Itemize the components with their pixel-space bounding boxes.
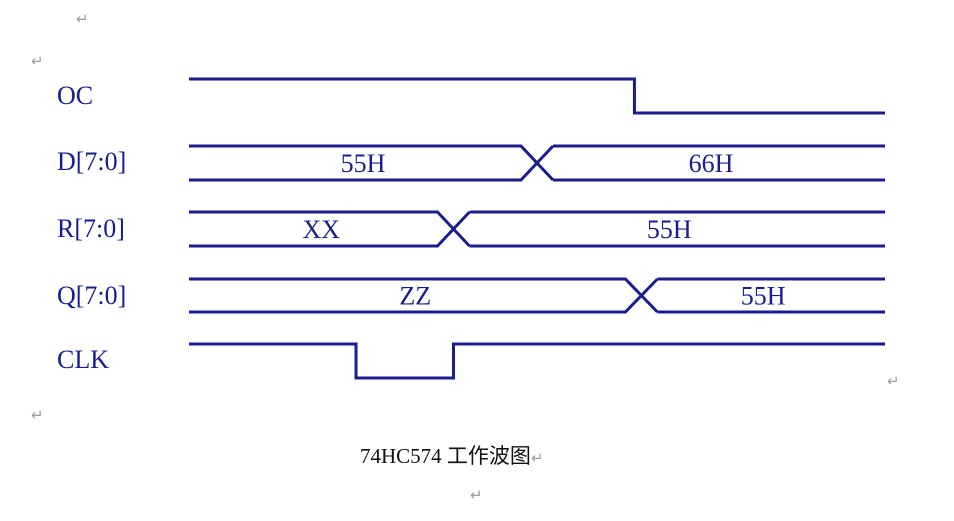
paragraph-mark: ↵ — [887, 372, 900, 390]
paragraph-mark: ↵ — [530, 449, 544, 467]
signal-label-q: Q[7:0] — [57, 281, 126, 310]
bus-value-d: 55H — [341, 149, 386, 178]
signal-label-clk: CLK — [57, 345, 109, 374]
bus-value-q: ZZ — [399, 282, 431, 311]
bus-value-r: 55H — [647, 215, 692, 244]
waveform-d-upper — [189, 144, 885, 182]
bus-value-r: XX — [302, 215, 340, 244]
signal-label-d: D[7:0] — [57, 147, 126, 176]
waveform-clk — [189, 342, 885, 380]
signal-label-oc: OC — [57, 81, 93, 110]
paragraph-mark: ↵ — [470, 486, 483, 504]
waveform-d-lower — [189, 144, 885, 182]
paragraph-mark: ↵ — [76, 10, 89, 28]
bus-value-q: 55H — [741, 282, 786, 311]
waveform-oc — [189, 77, 885, 115]
waveform-q-lower — [189, 277, 885, 314]
waveform-r-lower — [189, 210, 885, 248]
waveforms: 55H 66H XX 55H ZZ 55H — [189, 77, 885, 380]
bus-value-d: 66H — [689, 149, 734, 178]
waveform-q-upper — [189, 277, 885, 314]
figure-caption: 74HC574 工作波图↵ — [360, 440, 544, 470]
waveform-r-upper — [189, 210, 885, 248]
paragraph-mark: ↵ — [31, 406, 44, 424]
paragraph-mark: ↵ — [31, 52, 44, 70]
caption-text: 74HC574 工作波图 — [360, 444, 531, 468]
signal-label-r: R[7:0] — [57, 214, 125, 243]
